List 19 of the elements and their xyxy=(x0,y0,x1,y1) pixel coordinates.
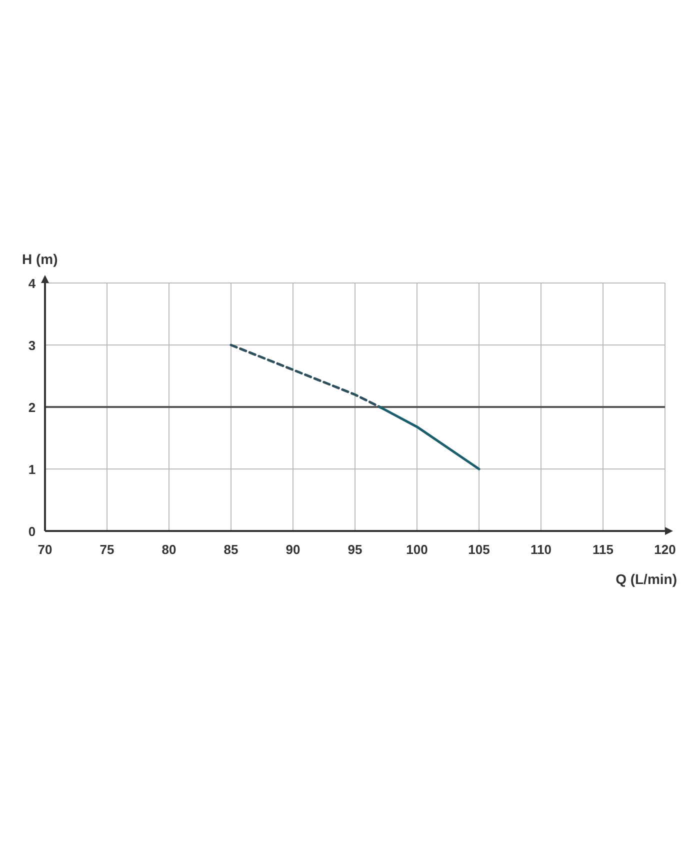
y-tick-label: 2 xyxy=(28,400,36,415)
x-tick-label: 75 xyxy=(100,542,114,557)
x-tick-label: 90 xyxy=(286,542,300,557)
x-tick-label: 115 xyxy=(592,542,614,557)
y-tick-label: 1 xyxy=(28,462,36,477)
y-tick-label: 0 xyxy=(28,524,36,539)
x-tick-label: 120 xyxy=(654,542,676,557)
line-series xyxy=(230,344,382,408)
x-tick-label: 80 xyxy=(162,542,176,557)
x-tick-label: 70 xyxy=(38,542,52,557)
x-tick-label: 110 xyxy=(530,542,552,557)
x-tick-label: 105 xyxy=(468,542,490,557)
x-tick-label: 95 xyxy=(348,542,362,557)
x-axis-title: Q (L/min) xyxy=(616,571,677,587)
y-tick-label: 4 xyxy=(28,276,36,291)
x-tick-label: 100 xyxy=(406,542,428,557)
x-tick-label: 85 xyxy=(224,542,238,557)
y-axis-title: H (m) xyxy=(22,251,58,267)
y-tick-label: 3 xyxy=(28,338,36,353)
